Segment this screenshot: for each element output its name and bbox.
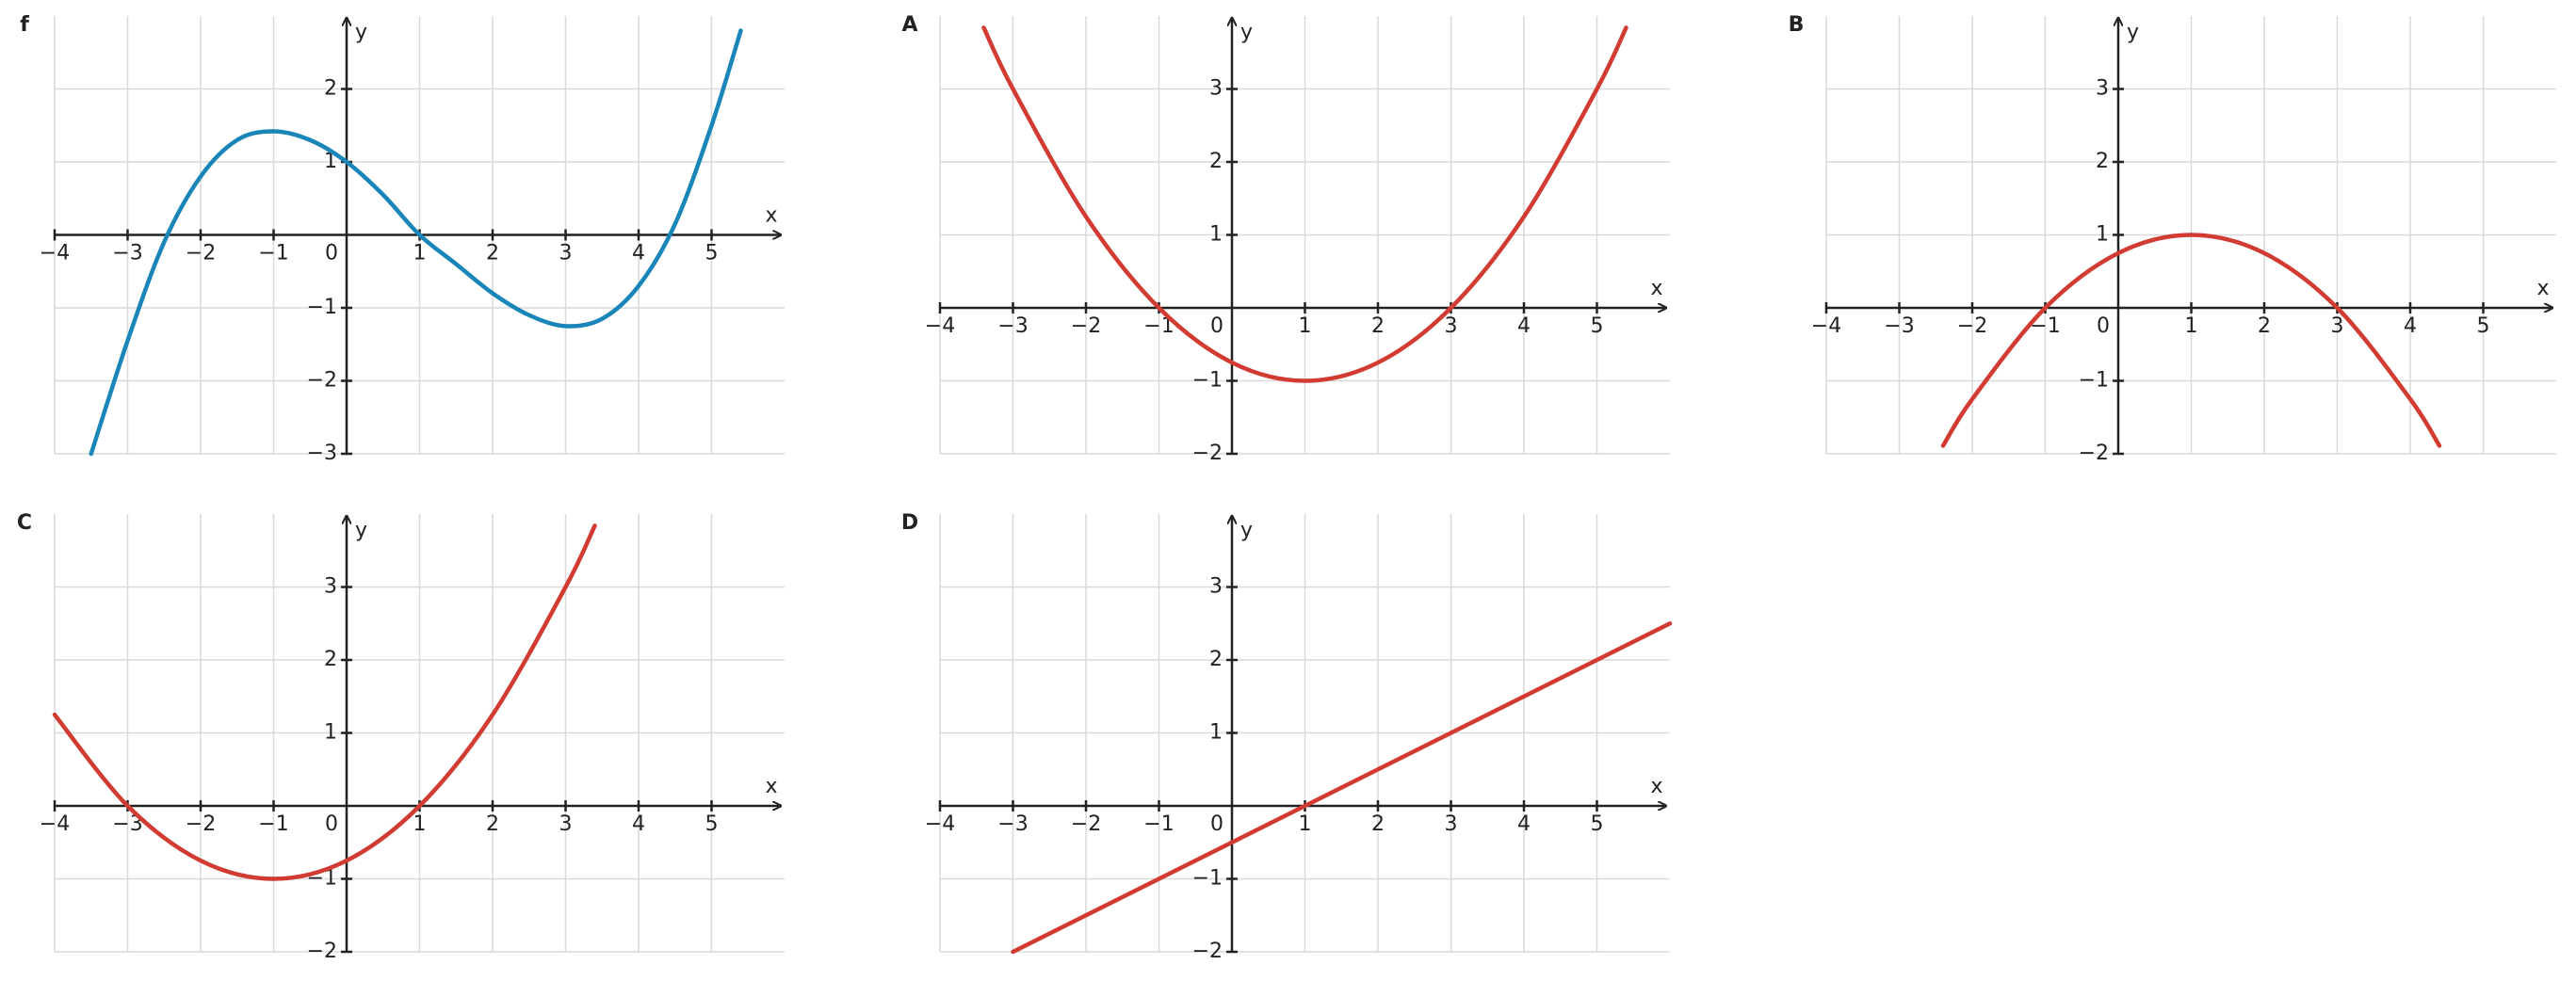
x-tick-label: 5 <box>705 812 719 836</box>
y-axis-label: y <box>1240 21 1253 44</box>
y-tick-label: 1 <box>1209 721 1223 745</box>
y-tick-label: 3 <box>2096 77 2109 101</box>
y-tick-label: 2 <box>324 77 337 101</box>
x-tick-label: 1 <box>1299 812 1312 836</box>
y-tick-label: −1 <box>307 296 337 319</box>
y-tick-label: 3 <box>324 575 337 599</box>
x-tick-label: 1 <box>1299 314 1312 338</box>
x-tick-label: 2 <box>2258 314 2271 338</box>
x-tick-label: −1 <box>258 812 288 836</box>
x-tick-label: −2 <box>186 242 216 265</box>
curve <box>981 25 1628 383</box>
y-tick-label: −2 <box>307 369 337 393</box>
x-tick-label: −3 <box>1884 314 1914 338</box>
x-tick-label: −4 <box>40 812 70 836</box>
x-tick-label: 5 <box>705 242 719 265</box>
x-tick-label: 1 <box>413 242 427 265</box>
x-tick-label: −2 <box>1071 812 1101 836</box>
panel-label: f <box>20 13 29 37</box>
x-axis-label: x <box>1650 277 1662 300</box>
y-tick-label: −1 <box>1192 867 1223 891</box>
x-tick-label: 4 <box>1517 314 1531 338</box>
x-axis-label: x <box>2536 277 2549 300</box>
y-tick-label: 2 <box>324 648 337 671</box>
x-tick-label: −1 <box>258 242 288 265</box>
origin-label: 0 <box>325 812 338 836</box>
y-tick-label: −3 <box>307 442 337 465</box>
panel-label: A <box>901 13 917 37</box>
x-tick-label: 3 <box>559 812 573 836</box>
x-tick-label: 4 <box>2404 314 2417 338</box>
x-tick-label: 1 <box>413 812 427 836</box>
x-tick-label: −3 <box>997 314 1028 338</box>
x-axis-label: x <box>765 204 777 228</box>
y-tick-label: −2 <box>1192 940 1223 963</box>
y-tick-label: 1 <box>2096 223 2109 247</box>
x-tick-label: 2 <box>1371 314 1385 338</box>
y-tick-label: −2 <box>307 940 337 963</box>
y-tick-label: 3 <box>1209 575 1223 599</box>
y-tick-label: −1 <box>1192 369 1223 393</box>
y-axis-label: y <box>355 21 367 44</box>
y-tick-label: −2 <box>2079 442 2109 465</box>
x-tick-label: −3 <box>997 812 1028 836</box>
y-tick-label: −2 <box>1192 442 1223 465</box>
x-tick-label: 3 <box>1445 812 1458 836</box>
y-axis-label: y <box>2127 21 2139 44</box>
curve <box>89 28 743 457</box>
y-tick-label: 2 <box>2096 150 2109 173</box>
y-tick-label: 3 <box>1209 77 1223 101</box>
x-tick-label: 2 <box>486 242 499 265</box>
x-tick-label: 3 <box>559 242 573 265</box>
x-tick-label: 3 <box>2331 314 2344 338</box>
x-tick-label: −4 <box>925 812 955 836</box>
origin-label: 0 <box>325 242 338 265</box>
x-tick-label: −4 <box>1811 314 1841 338</box>
curve <box>1011 621 1673 955</box>
x-tick-label: 5 <box>1591 314 1604 338</box>
x-axis-label: x <box>765 775 777 798</box>
y-tick-label: −1 <box>2079 369 2109 393</box>
x-tick-label: −4 <box>40 242 70 265</box>
x-tick-label: 5 <box>2477 314 2490 338</box>
origin-label: 0 <box>1210 812 1223 836</box>
y-tick-label: 1 <box>1209 223 1223 247</box>
x-tick-label: 4 <box>632 812 645 836</box>
x-tick-label: −3 <box>112 242 142 265</box>
panel: x y f −4 −3 −2 −1 0 1 2 3 4 5 −3 −2 −1 1 2 <box>20 13 785 465</box>
y-tick-label: 1 <box>324 150 337 173</box>
y-tick-label: 2 <box>1209 648 1223 671</box>
y-tick-label: 2 <box>1209 150 1223 173</box>
y-axis-label: y <box>1240 519 1253 542</box>
y-axis-label: y <box>355 519 367 542</box>
x-tick-label: 5 <box>1591 812 1604 836</box>
x-tick-label: 1 <box>2185 314 2198 338</box>
x-tick-label: 2 <box>1371 812 1385 836</box>
x-tick-label: 4 <box>1517 812 1531 836</box>
x-tick-label: 4 <box>632 242 645 265</box>
origin-label: 0 <box>2097 314 2110 338</box>
curve <box>1940 233 2442 448</box>
y-tick-label: 1 <box>324 721 337 745</box>
x-tick-label: −2 <box>186 812 216 836</box>
panel-label: D <box>901 511 918 535</box>
x-tick-label: −2 <box>1957 314 1987 338</box>
x-tick-label: −2 <box>1071 314 1101 338</box>
x-tick-label: 3 <box>1445 314 1458 338</box>
panel-label: C <box>17 511 32 535</box>
panel-label: B <box>1789 13 1805 37</box>
x-tick-label: −4 <box>925 314 955 338</box>
x-tick-label: 2 <box>486 812 499 836</box>
curve <box>52 523 597 881</box>
x-tick-label: −1 <box>1143 812 1174 836</box>
panel: x y D −4 −3 −2 −1 0 1 2 3 4 5 −2 −1 1 2 3 <box>901 511 1673 963</box>
x-axis-label: x <box>1650 775 1662 798</box>
origin-label: 0 <box>1210 314 1223 338</box>
